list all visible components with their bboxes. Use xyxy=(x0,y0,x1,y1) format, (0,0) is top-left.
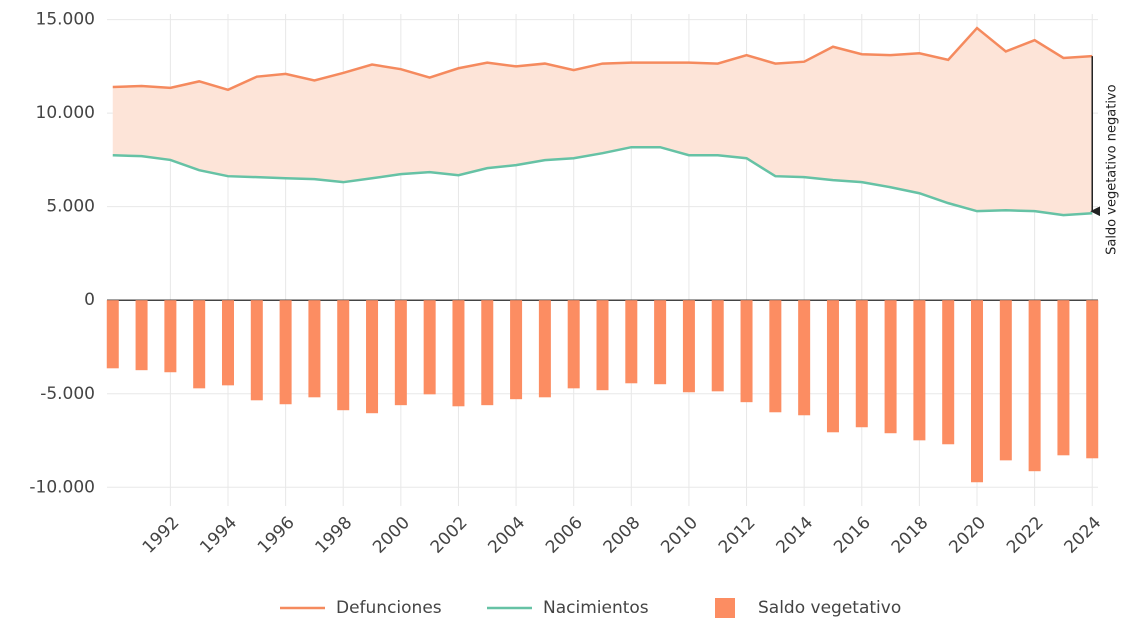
bar xyxy=(682,300,695,393)
y-tick-label: 15.000 xyxy=(36,10,95,30)
x-tick-label: 2022 xyxy=(1003,513,1048,558)
bar xyxy=(423,300,436,395)
bar xyxy=(366,300,379,414)
legend-label: Saldo vegetativo xyxy=(758,598,901,618)
bar xyxy=(654,300,667,385)
bar xyxy=(913,300,926,441)
bar xyxy=(884,300,897,434)
y-tick-label: 0 xyxy=(84,290,95,310)
bar xyxy=(1028,300,1041,472)
x-tick-label: 2020 xyxy=(945,513,990,558)
bar xyxy=(164,300,177,373)
x-tick-label: 2006 xyxy=(542,513,587,558)
bar xyxy=(106,300,119,369)
x-tick-label: 2012 xyxy=(715,513,760,558)
bar xyxy=(826,300,839,433)
line xyxy=(112,145,1093,217)
bar xyxy=(711,300,724,392)
y-tick-label: -10.000 xyxy=(29,477,95,497)
x-tick-label: 2010 xyxy=(657,513,702,558)
bar xyxy=(798,300,811,416)
legend-swatch xyxy=(715,598,735,618)
bar xyxy=(625,300,638,384)
x-tick-label: 2008 xyxy=(600,513,645,558)
x-tick-label: 2014 xyxy=(772,513,817,558)
line xyxy=(112,26,1093,92)
bar xyxy=(740,300,753,403)
bar xyxy=(308,300,321,398)
annotation: Saldo vegetativo negativo xyxy=(1105,84,1120,255)
bar xyxy=(769,300,782,413)
bar xyxy=(481,300,494,406)
bar xyxy=(1057,300,1070,456)
x-tick-label: 2016 xyxy=(830,513,875,558)
x-tick-label: 1992 xyxy=(139,513,184,558)
bar xyxy=(135,300,148,371)
bar xyxy=(193,300,206,389)
x-tick-label: 2000 xyxy=(369,513,414,558)
bar xyxy=(394,300,407,406)
legend-label: Defunciones xyxy=(336,598,442,618)
bar xyxy=(337,300,350,411)
bar xyxy=(1086,300,1099,459)
bar xyxy=(452,300,465,407)
bar xyxy=(596,300,609,391)
x-tick-label: 1996 xyxy=(254,513,299,558)
y-tick-label: 10.000 xyxy=(36,103,95,123)
x-tick-label: 2024 xyxy=(1061,513,1106,558)
y-tick-label: -5.000 xyxy=(40,384,95,404)
bar xyxy=(279,300,292,405)
bar xyxy=(855,300,868,428)
bar xyxy=(250,300,263,401)
bar xyxy=(538,300,551,398)
y-tick-label: 5.000 xyxy=(46,197,95,217)
bar xyxy=(971,300,984,483)
bar xyxy=(942,300,955,445)
bar xyxy=(510,300,523,400)
bar xyxy=(567,300,580,389)
bar xyxy=(221,300,234,386)
x-tick-label: 1998 xyxy=(312,513,357,558)
fill-between xyxy=(112,28,1093,216)
legend-label: Nacimientos xyxy=(543,598,649,618)
x-tick-label: 2018 xyxy=(888,513,933,558)
x-tick-label: 1994 xyxy=(196,513,241,558)
bar xyxy=(999,300,1012,461)
x-tick-label: 2002 xyxy=(427,513,472,558)
x-tick-label: 2004 xyxy=(484,513,529,558)
